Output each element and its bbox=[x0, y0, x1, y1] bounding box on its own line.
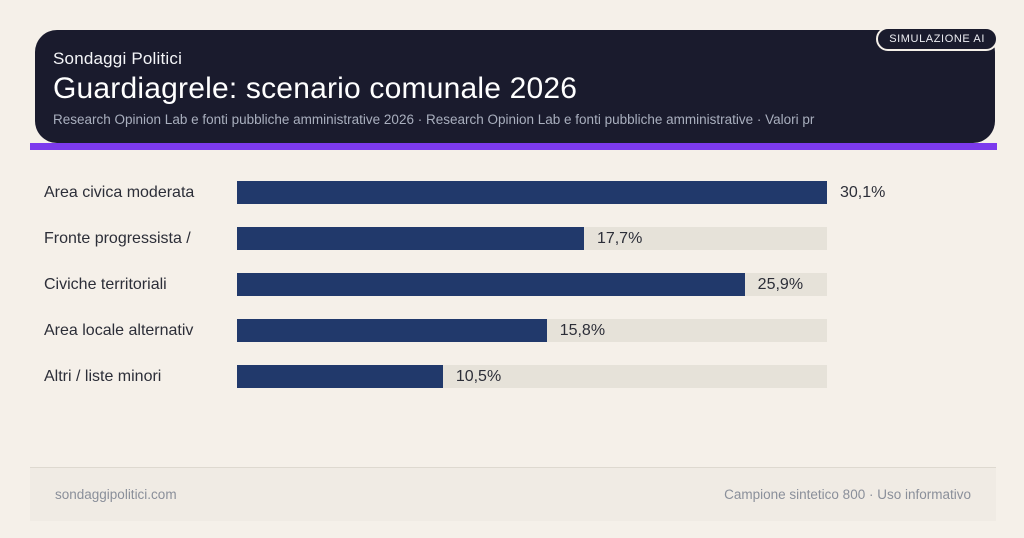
bar-fill bbox=[237, 273, 745, 296]
bar-value: 17,7% bbox=[596, 229, 643, 247]
bar-fill bbox=[237, 227, 584, 250]
bar-value: 30,1% bbox=[840, 183, 886, 201]
bar-label: Fronte progressista / bbox=[44, 229, 191, 247]
bar-track: 30,1% bbox=[237, 181, 885, 204]
bar-row: Altri / liste minori 10,5% bbox=[44, 365, 994, 388]
accent-bar bbox=[30, 143, 997, 150]
footer: sondaggipolitici.com Campione sintetico … bbox=[30, 467, 996, 521]
bar-value: 25,9% bbox=[757, 275, 804, 293]
footer-sample-note: Campione sintetico 800 · Uso informativo bbox=[724, 487, 971, 502]
bar-fill bbox=[237, 319, 547, 342]
bar-track: 10,5% bbox=[237, 365, 827, 388]
header-kicker: Sondaggi Politici bbox=[53, 49, 183, 68]
header-subtitle: Research Opinion Lab e fonti pubbliche a… bbox=[53, 112, 815, 127]
bar-row: Area civica moderata 30,1% bbox=[44, 181, 994, 204]
bar-value: 15,8% bbox=[559, 321, 606, 339]
bar-label: Civiche territoriali bbox=[44, 275, 167, 293]
bar-label: Area civica moderata bbox=[44, 183, 195, 201]
page-title: Guardiagrele: scenario comunale 2026 bbox=[53, 72, 578, 105]
bar-chart: Area civica moderata 30,1% Fronte progress… bbox=[44, 181, 994, 411]
bar-label: Area locale alternativ bbox=[44, 321, 194, 339]
bar-fill bbox=[237, 365, 443, 388]
bar-row: Fronte progressista / 17,7% bbox=[44, 227, 994, 250]
simulation-ai-badge: SIMULAZIONE AI bbox=[876, 27, 998, 51]
bar-row: Area locale alternativ 15,8% bbox=[44, 319, 994, 342]
bar-track: 17,7% bbox=[237, 227, 827, 250]
bar-track: 25,9% bbox=[237, 273, 827, 296]
bar-label: Altri / liste minori bbox=[44, 367, 162, 385]
bar-value: 10,5% bbox=[455, 367, 502, 385]
bar-fill bbox=[237, 181, 827, 204]
footer-source: sondaggipolitici.com bbox=[55, 487, 177, 502]
bar-track: 15,8% bbox=[237, 319, 827, 342]
header-card: Sondaggi Politici Guardiagrele: scenario… bbox=[35, 30, 995, 143]
bar-row: Civiche territoriali 25,9% bbox=[44, 273, 994, 296]
